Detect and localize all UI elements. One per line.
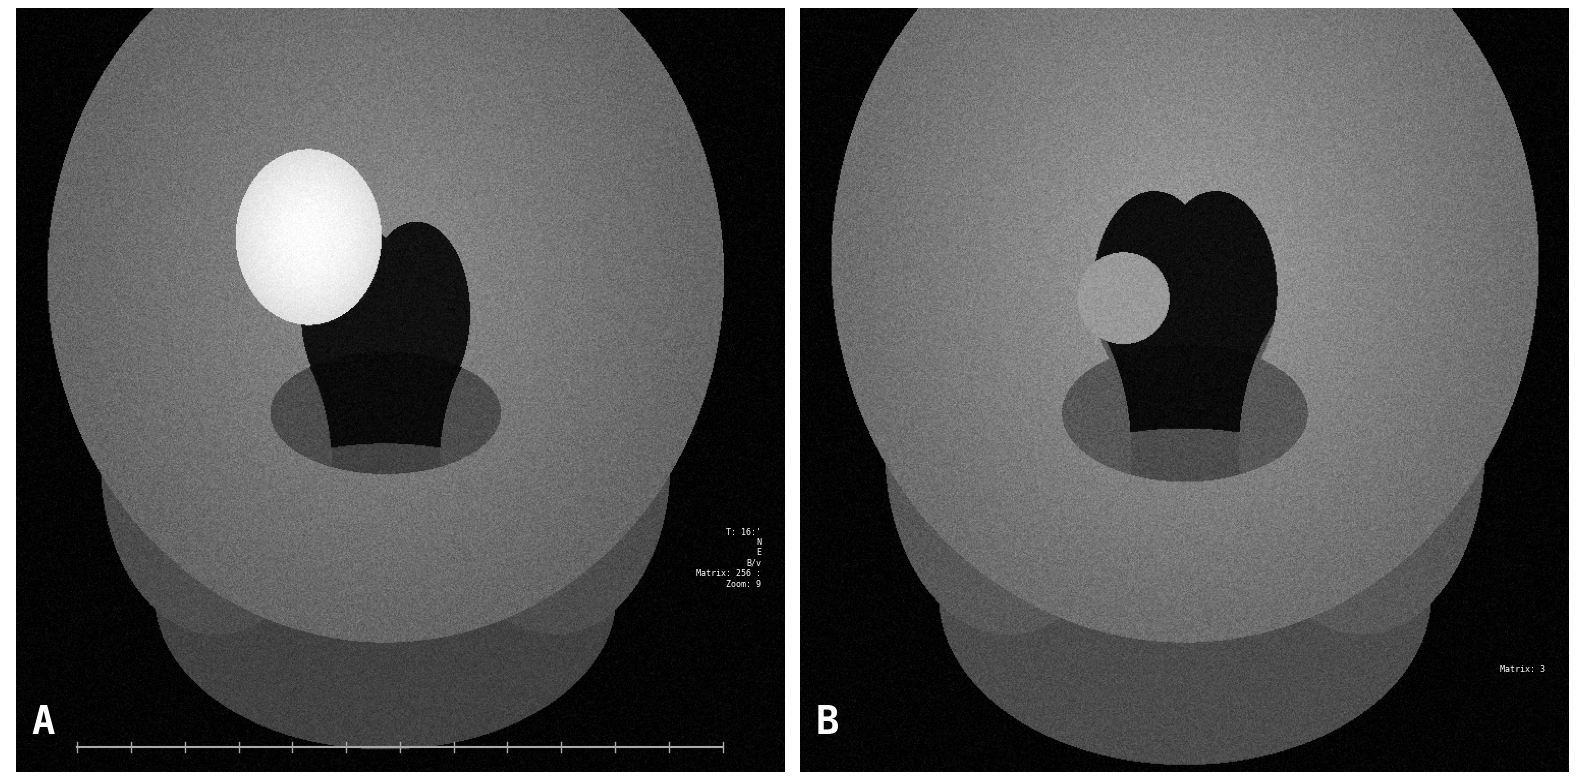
Text: A: A: [32, 704, 54, 742]
Text: Matrix: 3: Matrix: 3: [1500, 665, 1544, 674]
Text: B: B: [816, 704, 838, 742]
Text: T: 16:'
N
E
B/v
Matrix: 256 :
Zoom: 9: T: 16:' N E B/v Matrix: 256 : Zoom: 9: [695, 527, 760, 589]
